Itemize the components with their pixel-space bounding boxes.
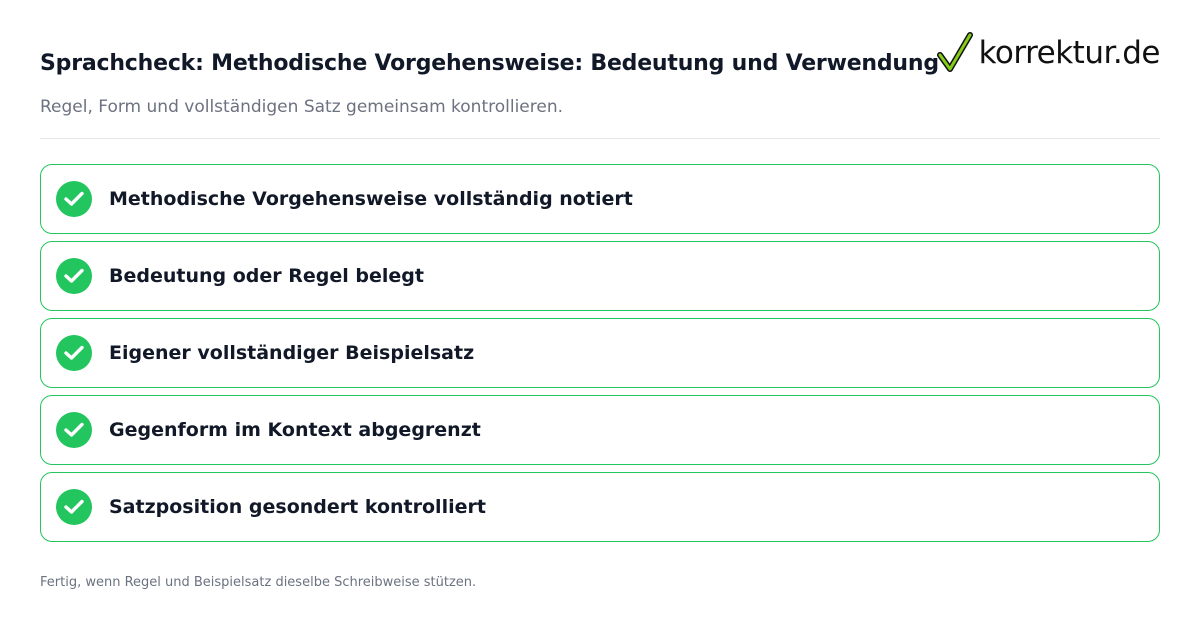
checklist-item-label: Bedeutung oder Regel belegt [109,265,424,287]
checklist: Methodische Vorgehensweise vollständig n… [40,164,1160,549]
checklist-item-label: Eigener vollständiger Beispielsatz [109,342,475,364]
logo-text: korrektur.de [978,35,1161,71]
checklist-item: Eigener vollständiger Beispielsatz [40,318,1160,388]
check-circle-icon [56,181,92,217]
checklist-item-label: Methodische Vorgehensweise vollständig n… [109,188,633,210]
checklist-item: Bedeutung oder Regel belegt [40,241,1160,311]
check-circle-icon [56,489,92,525]
check-circle-icon [56,258,92,294]
check-circle-icon [56,335,92,371]
checklist-item-label: Satzposition gesondert kontrolliert [109,496,486,518]
logo: korrektur.de [936,30,1161,76]
checkmark-icon [936,32,973,72]
page-subtitle: Regel, Form und vollständigen Satz gemei… [40,97,564,117]
check-circle-icon [56,412,92,448]
page-title: Sprachcheck: Methodische Vorgehensweise:… [40,51,939,76]
checklist-item: Gegenform im Kontext abgegrenzt [40,395,1160,465]
checklist-item: Methodische Vorgehensweise vollständig n… [40,164,1160,234]
header: Sprachcheck: Methodische Vorgehensweise:… [40,48,1160,117]
footer-note: Fertig, wenn Regel und Beispielsatz dies… [40,575,477,590]
divider [40,138,1160,139]
checklist-item: Satzposition gesondert kontrolliert [40,472,1160,542]
checklist-item-label: Gegenform im Kontext abgegrenzt [109,419,481,441]
